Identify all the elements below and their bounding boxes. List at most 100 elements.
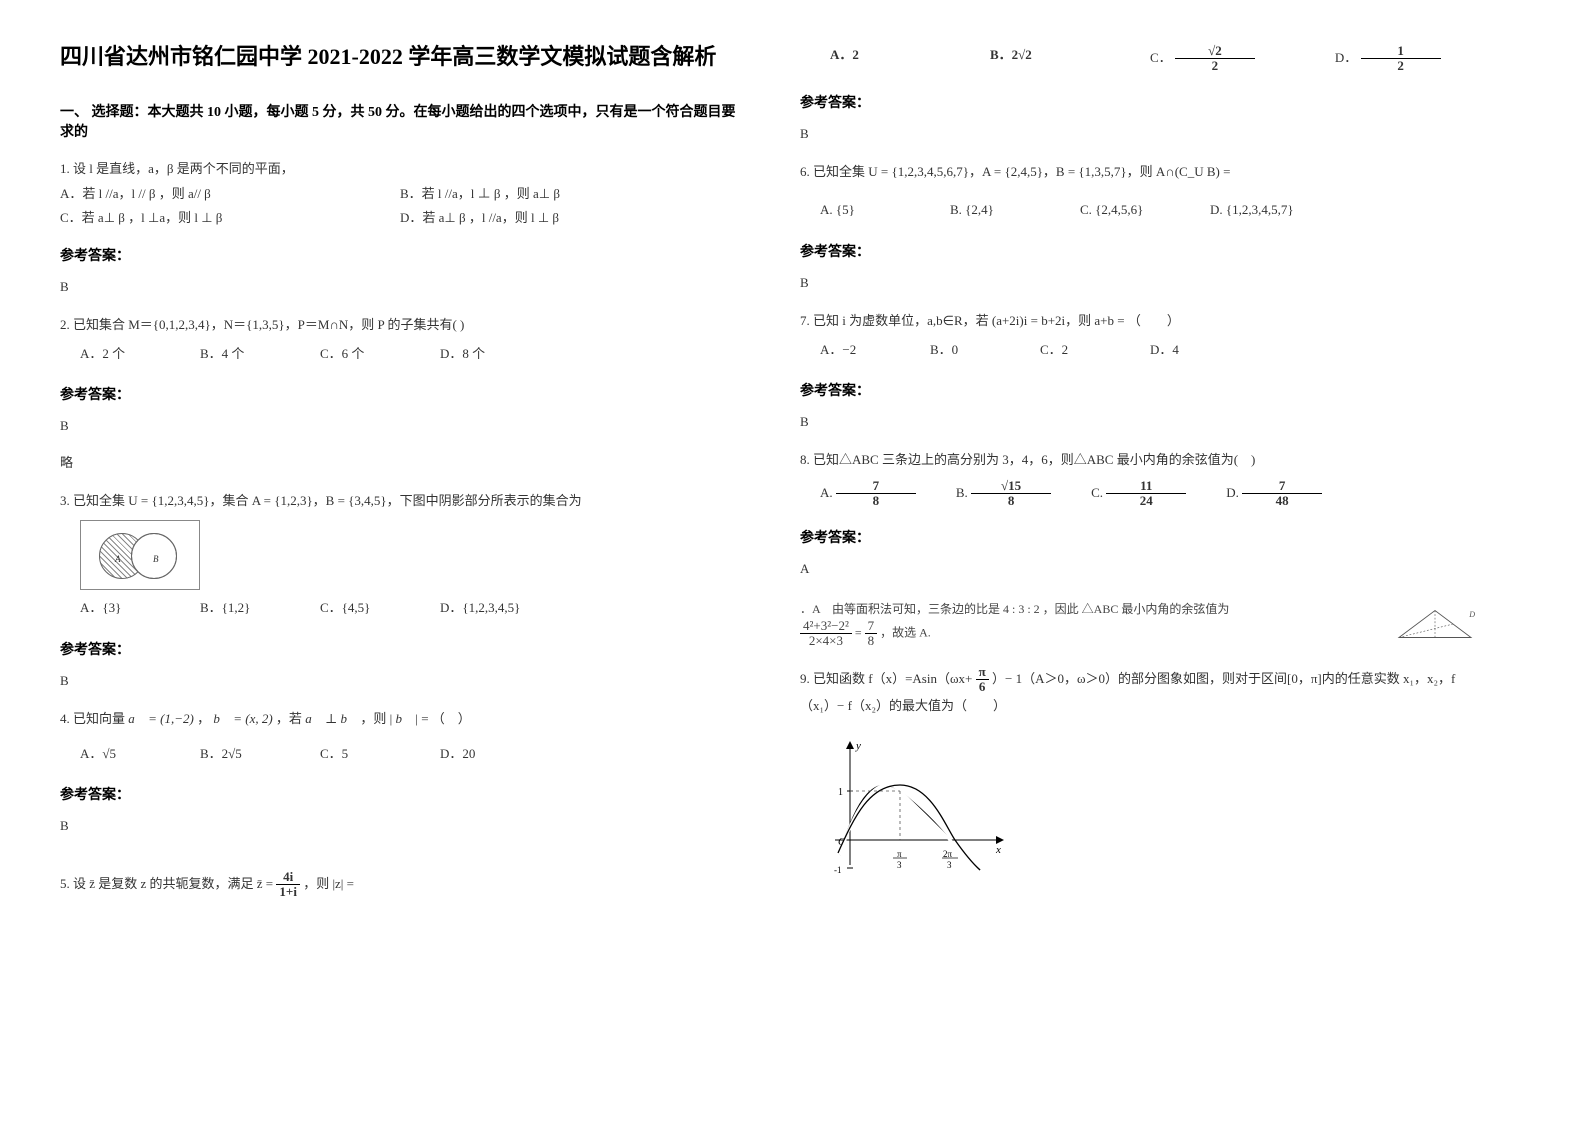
exam-title: 四川省达州市铭仁园中学 2021-2022 学年高三数学文模拟试题含解析 xyxy=(60,40,740,73)
q9-frac-d: 6 xyxy=(976,680,989,694)
question-5: 5. 设 z̄ 是复数 z 的共轭复数，满足 z̄ = 4i 1+i ，则 |z… xyxy=(60,870,740,900)
triangle-icon: D xyxy=(1390,604,1480,644)
svg-text:D: D xyxy=(1468,609,1475,618)
graph-ytick-1: 1 xyxy=(838,787,843,798)
q7-opt-b: B．0 xyxy=(930,338,1010,363)
q8-a-n: 7 xyxy=(836,479,916,494)
q5-optc-n: √2 xyxy=(1175,44,1255,59)
q8-c-n: 11 xyxy=(1106,479,1186,494)
question-7: 7. 已知 i 为虚数单位，a,b∈R，若 (a+2i)i = b+2i，则 a… xyxy=(800,309,1480,366)
question-8: 8. 已知△ABC 三条边上的高分别为 3，4，6，则△ABC 最小内角的余弦值… xyxy=(800,448,1480,512)
q8-stem: 8. 已知△ABC 三条边上的高分别为 3，4，6，则△ABC 最小内角的余弦值… xyxy=(800,448,1480,473)
q3-answer-label: 参考答案： xyxy=(60,639,740,659)
q2-opt-d: D．8 个 xyxy=(440,342,520,367)
q6-stem: 6. 已知全集 U = {1,2,3,4,5,6,7}，A = {2,4,5}，… xyxy=(800,160,1480,185)
q8-explain-suffix: ，故选 A. xyxy=(880,626,931,640)
q1-stem: 1. 设 l 是直线，a，β 是两个不同的平面， xyxy=(60,157,740,182)
q8-answer: A xyxy=(800,561,1480,577)
q9-frac-n: π xyxy=(976,665,989,680)
q8-ef2-d: 8 xyxy=(865,634,878,648)
q5-opt-c: C． √2 2 xyxy=(1150,44,1255,74)
question-9: 9. 已知函数 f（x）=Asin（ωx+ π 6 ）− 1（A＞0，ω＞0）的… xyxy=(800,665,1480,719)
graph-ytick-neg1: -1 xyxy=(834,865,842,875)
q4-vec-a: a⃗ = (1,−2) xyxy=(128,711,194,726)
q2-answer: B xyxy=(60,418,740,434)
q3-answer: B xyxy=(60,673,740,689)
venn-label-a: A xyxy=(115,551,121,568)
q8-d-d: 48 xyxy=(1242,494,1322,508)
q8-ef2-n: 7 xyxy=(865,619,878,634)
q5-opt-a: A．2 xyxy=(830,44,910,74)
q4-m3: ，则 | xyxy=(360,711,392,726)
q8-ef1-d: 2×4×3 xyxy=(800,634,852,648)
q9-graph: y x O 1 π 3 2π 3 -1 xyxy=(830,735,1010,875)
q5-optd-d: 2 xyxy=(1361,59,1441,73)
q8-ef1-n: 4²+3²−2² xyxy=(800,619,852,634)
graph-x-label: x xyxy=(995,844,1001,856)
venn-diagram: A B xyxy=(80,520,200,590)
q5-optd-n: 1 xyxy=(1361,44,1441,59)
q8-d-p: D. xyxy=(1226,485,1239,500)
q4-opt-b: B．2√5 xyxy=(200,742,280,767)
graph-xtick1-d: 3 xyxy=(897,860,902,870)
question-6: 6. 已知全集 U = {1,2,3,4,5,6,7}，A = {2,4,5}，… xyxy=(800,160,1480,227)
q3-opt-c: C．{4,5} xyxy=(320,596,400,621)
q4-vec-b: b⃗ = (x, 2) xyxy=(213,711,272,726)
q1-opt-d: D．若 a⊥ β ，l //a，则 l ⊥ β xyxy=(400,210,559,225)
q5-stem-prefix: 5. 设 z̄ 是复数 z 的共轭复数，满足 z̄ = xyxy=(60,876,276,891)
q7-opt-a: A．−2 xyxy=(820,338,900,363)
q5-optd-prefix: D． xyxy=(1335,50,1357,65)
q5-frac-d: 1+i xyxy=(276,885,300,899)
q4-end: | = （ ） xyxy=(415,711,470,726)
q8-explain-mid: = xyxy=(855,626,865,640)
q1-answer-label: 参考答案： xyxy=(60,245,740,265)
q8-opt-c: C. 1124 xyxy=(1091,479,1186,509)
q5-answer-label: 参考答案： xyxy=(800,92,1480,112)
q7-answer: B xyxy=(800,414,1480,430)
q5-options: A．2 B．2√2 C． √2 2 D． 1 2 xyxy=(830,44,1480,74)
q8-a-p: A. xyxy=(820,485,833,500)
q5-zbar-frac: 4i 1+i xyxy=(276,870,300,900)
q5-opt-d: D． 1 2 xyxy=(1335,44,1441,74)
q8-b-n: √15 xyxy=(971,479,1051,494)
q8-explanation: ．A 由等面积法可知，三条边的比是 4 : 3 : 2 ，因此 △ABC 最小内… xyxy=(800,599,1480,649)
left-column: 四川省达州市铭仁园中学 2021-2022 学年高三数学文模拟试题含解析 一、 … xyxy=(60,40,740,900)
q8-explain-prefix: ．A 由等面积法可知，三条边的比是 4 : 3 : 2 ，因此 △ABC 最小内… xyxy=(800,602,1229,616)
q6-answer-label: 参考答案： xyxy=(800,241,1480,261)
q8-opt-a: A. 78 xyxy=(820,479,916,509)
q4-opt-c: C．5 xyxy=(320,742,400,767)
venn-label-b: B xyxy=(153,551,159,568)
q1-opt-a: A．若 l //a，l // β ，则 a// β xyxy=(60,186,211,201)
q1-answer: B xyxy=(60,279,740,295)
q8-explain-frac2: 7 8 xyxy=(865,619,878,649)
q8-opt-d: D. 748 xyxy=(1226,479,1322,509)
q5-stem-suffix: ，则 |z| = xyxy=(303,876,354,891)
q3-opt-b: B．{1,2} xyxy=(200,596,280,621)
q4-m1: ， xyxy=(197,711,210,726)
q5-optc-d: 2 xyxy=(1175,59,1255,73)
q5-opt-b: B．2√2 xyxy=(990,44,1070,74)
q2-opt-a: A．2 个 xyxy=(80,342,160,367)
q6-opt-b: B. {2,4} xyxy=(950,198,1030,223)
q7-opt-c: C．2 xyxy=(1040,338,1120,363)
q6-answer: B xyxy=(800,275,1480,291)
q7-stem: 7. 已知 i 为虚数单位，a,b∈R，若 (a+2i)i = b+2i，则 a… xyxy=(800,309,1480,334)
q8-b-p: B. xyxy=(956,485,968,500)
q4-stem-prefix: 4. 已知向量 xyxy=(60,711,128,726)
q4-cond: a⃗ ⊥ b⃗ xyxy=(305,711,357,726)
q4-bv: b⃗ xyxy=(396,711,413,726)
q8-b-d: 8 xyxy=(971,494,1051,508)
q3-opt-d: D．{1,2,3,4,5} xyxy=(440,596,520,621)
section-1-heading: 一、 选择题：本大题共 10 小题，每小题 5 分，共 50 分。在每小题给出的… xyxy=(60,101,740,141)
q7-opt-d: D．4 xyxy=(1150,338,1230,363)
q6-opt-c: C. {2,4,5,6} xyxy=(1080,198,1160,223)
q1-opt-c: C．若 a⊥ β ，l ⊥a，则 l ⊥ β xyxy=(60,210,222,225)
question-3: 3. 已知全集 U = {1,2,3,4,5}，集合 A = {1,2,3}，B… xyxy=(60,489,740,624)
q5-optd-frac: 1 2 xyxy=(1361,44,1441,74)
q8-d-n: 7 xyxy=(1242,479,1322,494)
q5-answer: B xyxy=(800,126,1480,142)
q2-opt-b: B．4 个 xyxy=(200,342,280,367)
q8-explain-frac1: 4²+3²−2² 2×4×3 xyxy=(800,619,852,649)
q9-frac: π 6 xyxy=(976,665,989,695)
q3-opt-a: A．{3} xyxy=(80,596,160,621)
